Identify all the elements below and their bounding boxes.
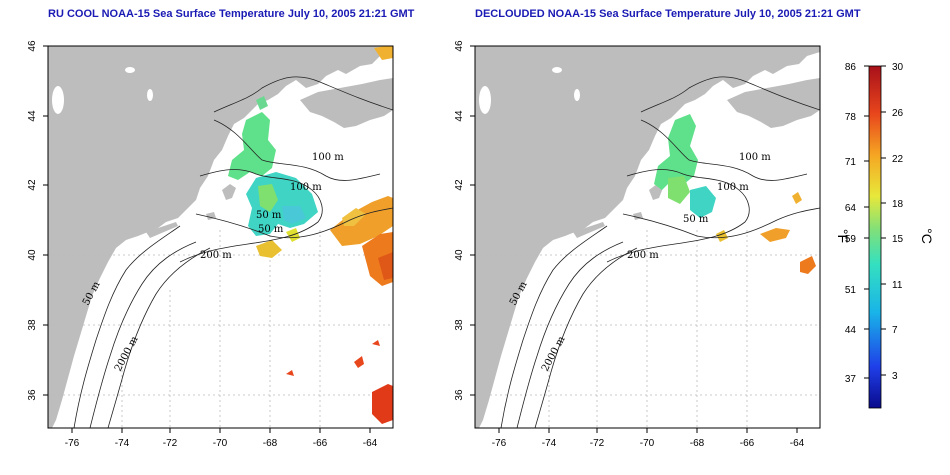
contour-label-50m: 50 m — [683, 214, 709, 225]
fahrenheit-tick: 86 — [845, 62, 857, 73]
fahrenheit-tick: 44 — [845, 325, 857, 336]
fahrenheit-tick: 78 — [845, 112, 857, 123]
contour-label-100m: 100 m — [739, 152, 771, 163]
fahrenheit-unit-label: °F — [835, 229, 851, 243]
y-tick-label: 42 — [454, 179, 465, 191]
celsius-tick-labels: 30 26 22 18 15 11 7 3 — [892, 62, 904, 382]
right-contours — [500, 76, 820, 428]
celsius-tick: 7 — [892, 325, 898, 336]
contour-label-50m: 50 m — [258, 224, 284, 235]
x-tick-label: -76 — [492, 438, 507, 449]
y-tick-label: 42 — [27, 179, 38, 191]
right-x-tick-labels: -76 -74 -72 -70 -68 -66 -64 — [492, 438, 805, 449]
right-grid — [475, 230, 820, 428]
y-tick-label: 38 — [27, 319, 38, 331]
contour-label-200m: 200 m — [200, 250, 232, 261]
celsius-tick: 18 — [892, 199, 904, 210]
left-axis-ticks — [43, 45, 371, 433]
left-contours — [73, 76, 393, 428]
right-sst-data — [654, 114, 816, 274]
x-tick-label: -70 — [640, 438, 655, 449]
celsius-tick: 11 — [892, 280, 903, 291]
celsius-tick: 15 — [892, 234, 904, 245]
right-y-tick-labels: 46 44 42 40 38 36 — [454, 40, 465, 401]
land-mass — [48, 46, 393, 428]
fahrenheit-tick: 64 — [845, 203, 857, 214]
y-tick-label: 46 — [27, 40, 38, 52]
left-x-tick-labels: -76 -74 -72 -70 -68 -66 -64 — [65, 438, 378, 449]
y-tick-label: 44 — [27, 110, 38, 122]
right-axis-ticks — [470, 45, 798, 433]
land-mass — [475, 46, 820, 428]
celsius-unit-label: °C — [919, 228, 935, 244]
x-tick-label: -66 — [313, 438, 328, 449]
x-tick-label: -70 — [213, 438, 228, 449]
fahrenheit-tick-labels: 86 78 71 64 59 51 44 37 — [845, 62, 857, 385]
x-tick-label: -72 — [163, 438, 178, 449]
fahrenheit-tick: 37 — [845, 374, 857, 385]
fahrenheit-tick: 59 — [845, 234, 857, 245]
right-map-title: DECLOUDED NOAA-15 Sea Surface Temperatur… — [475, 8, 861, 20]
celsius-tick: 26 — [892, 108, 904, 119]
contour-label-50m: 50 m — [256, 210, 282, 221]
y-tick-label: 36 — [454, 389, 465, 401]
contour-label-100m: 100 m — [312, 152, 344, 163]
temperature-colorbar: 86 78 71 64 59 51 44 37 30 26 22 18 15 1… — [835, 62, 935, 409]
y-tick-label: 44 — [454, 110, 465, 122]
fahrenheit-tick: 71 — [845, 157, 857, 168]
left-map-title: RU COOL NOAA-15 Sea Surface Temperature … — [48, 8, 415, 20]
y-tick-label: 36 — [27, 389, 38, 401]
fahrenheit-tick: 51 — [845, 285, 857, 296]
x-tick-label: -76 — [65, 438, 80, 449]
y-tick-label: 40 — [27, 249, 38, 261]
left-y-tick-labels: 46 44 42 40 38 36 — [27, 40, 38, 401]
contour-label-100m: 100 m — [717, 182, 749, 193]
left-grid — [48, 230, 393, 428]
x-tick-label: -72 — [590, 438, 605, 449]
left-sst-data — [228, 46, 393, 424]
y-tick-label: 40 — [454, 249, 465, 261]
x-tick-label: -66 — [740, 438, 755, 449]
celsius-tick: 22 — [892, 154, 904, 165]
x-tick-label: -64 — [363, 438, 378, 449]
celsius-tick: 30 — [892, 62, 904, 73]
contour-label-100m: 100 m — [290, 182, 322, 193]
contour-label-200m: 200 m — [627, 250, 659, 261]
x-tick-label: -68 — [690, 438, 705, 449]
x-tick-label: -68 — [263, 438, 278, 449]
celsius-tick: 3 — [892, 371, 898, 382]
left-map: 100 m 100 m 50 m 50 m 200 m 50 m 2000 m — [27, 40, 394, 449]
y-tick-label: 38 — [454, 319, 465, 331]
x-tick-label: -74 — [115, 438, 130, 449]
x-tick-label: -74 — [542, 438, 557, 449]
x-tick-label: -64 — [790, 438, 805, 449]
y-tick-label: 46 — [454, 40, 465, 52]
right-map: 100 m 100 m 50 m 200 m 50 m 2000 m -76 -… — [454, 40, 821, 449]
